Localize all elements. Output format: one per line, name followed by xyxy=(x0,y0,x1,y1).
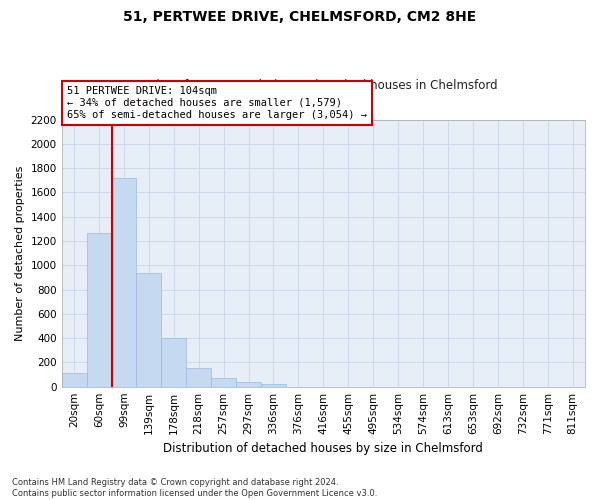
Text: 51 PERTWEE DRIVE: 104sqm
← 34% of detached houses are smaller (1,579)
65% of sem: 51 PERTWEE DRIVE: 104sqm ← 34% of detach… xyxy=(67,86,367,120)
Text: 51, PERTWEE DRIVE, CHELMSFORD, CM2 8HE: 51, PERTWEE DRIVE, CHELMSFORD, CM2 8HE xyxy=(124,10,476,24)
Bar xyxy=(112,178,136,386)
Bar xyxy=(211,378,236,386)
Bar xyxy=(261,384,286,386)
Bar xyxy=(136,272,161,386)
Bar xyxy=(236,382,261,386)
Bar xyxy=(86,233,112,386)
Title: Size of property relative to detached houses in Chelmsford: Size of property relative to detached ho… xyxy=(149,79,497,92)
Bar xyxy=(62,372,86,386)
Bar xyxy=(161,338,186,386)
X-axis label: Distribution of detached houses by size in Chelmsford: Distribution of detached houses by size … xyxy=(163,442,483,455)
Y-axis label: Number of detached properties: Number of detached properties xyxy=(15,166,25,341)
Text: Contains HM Land Registry data © Crown copyright and database right 2024.
Contai: Contains HM Land Registry data © Crown c… xyxy=(12,478,377,498)
Bar xyxy=(186,368,211,386)
